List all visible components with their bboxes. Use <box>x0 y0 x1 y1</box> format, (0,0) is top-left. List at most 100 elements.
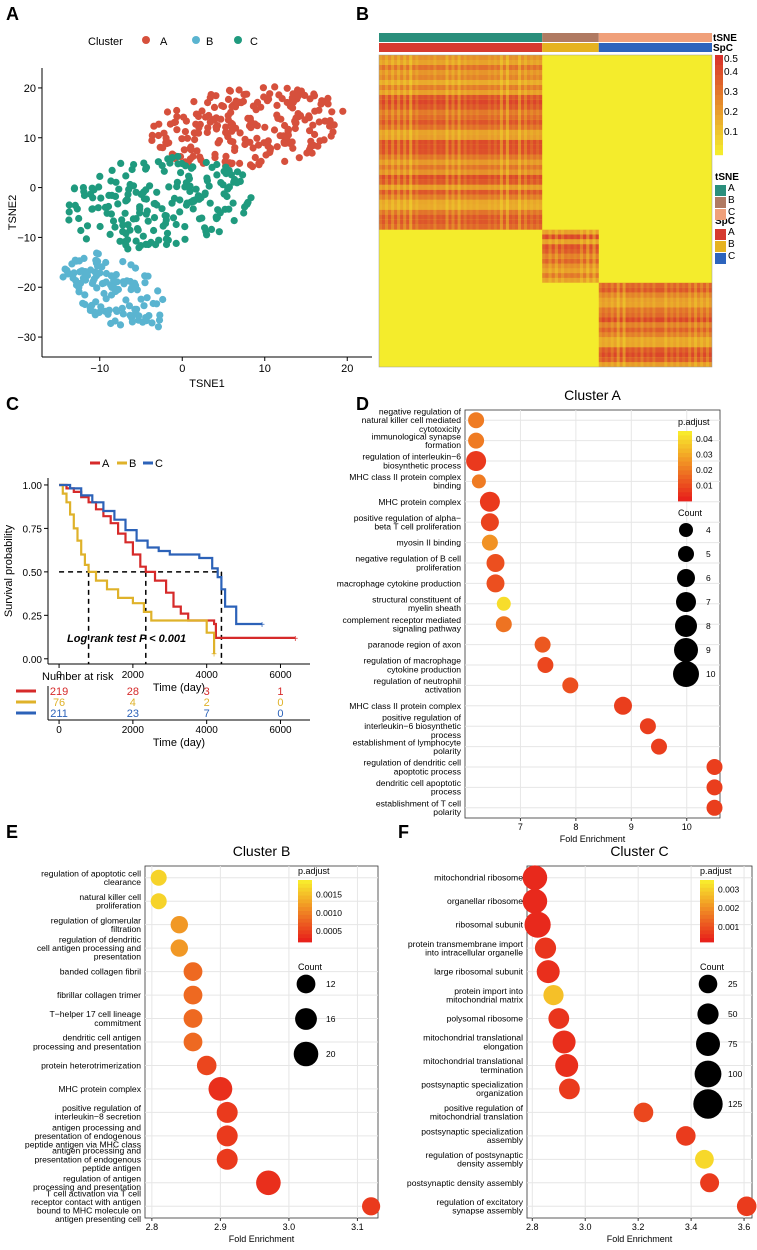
dotplot-term-label: myelin sheath <box>408 603 461 613</box>
tsne-point-cluster-b <box>75 257 83 265</box>
dotplot-term-label: proliferation <box>96 901 141 911</box>
heatmap-block-row <box>542 268 599 274</box>
dotplot-term-label: complement receptor mediated <box>343 615 462 625</box>
dotplot-padj-gradient <box>298 930 312 935</box>
tsne-point-cluster-c <box>187 164 195 172</box>
tsne-point-cluster-c <box>144 240 152 249</box>
heatmap-block-col <box>487 55 491 230</box>
tsne-point-cluster-a <box>253 134 261 142</box>
heatmap-legend-tsne-title: tSNE <box>715 172 739 183</box>
tsne-point-cluster-b <box>90 308 98 316</box>
tsne-point-cluster-c <box>94 204 102 212</box>
dotplot-count-legend-label: 9 <box>706 645 711 655</box>
tsne-point-cluster-b <box>59 273 67 281</box>
tsne-point-cluster-b <box>100 289 108 298</box>
tsne-point-cluster-b <box>113 278 121 286</box>
dotplot-count-legend-label: 10 <box>706 669 716 679</box>
tsne-point-cluster-c <box>65 216 73 224</box>
tsne-point-cluster-a <box>227 108 235 116</box>
tsne-point-cluster-c <box>213 213 221 222</box>
risk-cell: 4 <box>130 697 136 709</box>
dotplot-x-tick-label: 3.0 <box>579 1222 592 1232</box>
tsne-point-cluster-c <box>233 179 241 187</box>
dotplot-term-label: cytotoxicity <box>419 424 462 434</box>
dotplot-title: Cluster C <box>610 843 668 859</box>
tsne-point-cluster-a <box>218 102 226 110</box>
dotplot-x-tick-label: 3.6 <box>738 1222 751 1232</box>
panel-label-b: B <box>356 4 369 24</box>
dotplot-padj-title: p.adjust <box>700 866 732 876</box>
tsne-point-cluster-c <box>150 226 158 235</box>
dotplot-point <box>562 677 579 694</box>
heatmap-legend-spc-c: C <box>728 251 735 262</box>
dotplot-term-label: antigen processing and <box>52 1122 141 1132</box>
tsne-x-tick-label: −10 <box>90 363 109 375</box>
dotplot-padj-gradient <box>700 895 714 900</box>
dotplot-term-label: myosin II binding <box>397 538 462 548</box>
tsne-point-cluster-c <box>105 191 113 199</box>
tsne-point-cluster-a <box>173 106 181 115</box>
heatmap-block-col <box>628 282 632 367</box>
dotplot-term-label: regulation of interleukin−6 <box>362 452 461 462</box>
dotplot-count-legend-label: 12 <box>326 979 336 989</box>
tsne-legend-title: Cluster <box>88 36 123 48</box>
dotplot-term-label: T−helper 17 cell lineage <box>50 1009 142 1019</box>
tsne-point-cluster-c <box>104 202 113 211</box>
tsne-point-cluster-a <box>276 132 284 140</box>
dotplot-term-label: clearance <box>104 877 141 887</box>
dotplot-padj-tick-label: 0.01 <box>696 480 713 490</box>
dotplot-point <box>486 574 505 593</box>
tsne-point-cluster-a <box>194 112 203 121</box>
tsne-point-cluster-c <box>154 158 162 166</box>
km-x-tick-label: 4000 <box>196 670 219 681</box>
dotplot-point <box>216 1148 238 1170</box>
tsne-point-cluster-c <box>103 209 111 217</box>
tsne-point-cluster-a <box>221 158 229 166</box>
tsne-point-cluster-b <box>155 316 164 324</box>
heatmap-block-row <box>379 80 543 85</box>
dotplot-term-label: negative regulation of <box>379 407 462 417</box>
tsne-point-cluster-c <box>168 199 176 207</box>
tsne-point-cluster-c <box>220 190 228 198</box>
tsne-point-cluster-a <box>288 138 296 146</box>
dotplot-point <box>208 1077 233 1101</box>
tsne-point-cluster-c <box>117 159 125 167</box>
tsne-point-cluster-a <box>155 120 163 128</box>
dotplot-padj-title: p.adjust <box>678 417 710 427</box>
dotplot-term-label: MHC protein complex <box>378 497 461 507</box>
heatmap-colorbar-tick-04: 0.4 <box>724 67 738 78</box>
go-enrichment-cluster-b: 2.8 2.9 3.0 3.1 Cluster B Fold Enrichment regu… <box>25 843 381 1244</box>
heatmap-block-row <box>379 60 543 65</box>
tsne-point-cluster-a <box>173 126 181 134</box>
dotplot-padj-gradient <box>298 883 312 889</box>
dotplot-term-label: regulation of excitatory <box>437 1197 524 1207</box>
dotplot-padj-gradient <box>700 918 714 924</box>
tsne-y-tick-label: 10 <box>24 133 36 145</box>
tsne-y-tick-label: −10 <box>17 232 36 244</box>
dotplot-padj-gradient <box>678 496 692 502</box>
panel-label-c: C <box>6 394 19 414</box>
heatmap-block-col <box>421 55 425 230</box>
heatmap-block-row <box>542 263 599 269</box>
dotplot-point <box>486 554 505 572</box>
dotplot-term-label: antigen processing and <box>52 1146 141 1156</box>
heatmap-colorbar-segment <box>715 125 723 131</box>
dotplot-point <box>736 1196 757 1217</box>
dotplot-term-label: regulation of neutrophil <box>374 676 462 686</box>
panel-label-d: D <box>356 394 369 414</box>
dotplot-count-legend-label: 8 <box>706 621 711 631</box>
dotplot-count-legend-dot <box>677 569 695 587</box>
heatmap-block-row <box>379 144 543 150</box>
heatmap-block-col <box>518 55 522 230</box>
dotplot-term-label: polarity <box>433 746 461 756</box>
dotplot-point <box>548 1008 570 1029</box>
heatmap-block-col <box>592 229 596 283</box>
tsne-point-cluster-a <box>328 108 336 116</box>
tsne-point-cluster-b <box>122 296 130 304</box>
tsne-point-cluster-a <box>228 124 236 132</box>
risk-cell: 76 <box>53 697 65 709</box>
heatmap-block-row <box>542 229 599 235</box>
dotplot-term-label: protein import into <box>454 986 523 996</box>
tsne-point-cluster-b <box>159 295 167 304</box>
tsne-point-cluster-a <box>327 132 335 140</box>
